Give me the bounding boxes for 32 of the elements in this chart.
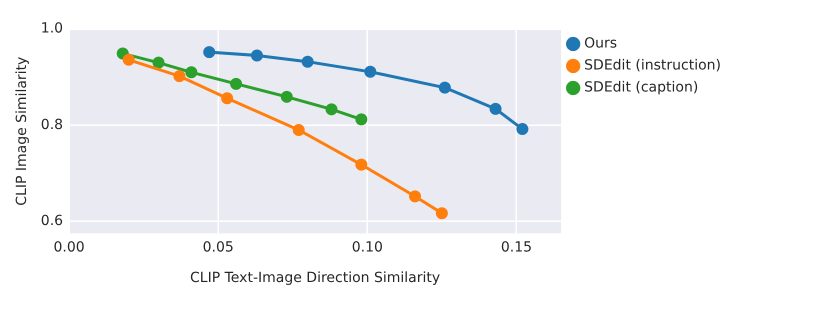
point [490,102,502,115]
x-tick-label: 0.15 [500,239,532,256]
point [122,54,135,66]
legend-label: Ours [584,36,618,52]
point [409,190,422,202]
point [436,207,448,220]
x-tick-label: 0.00 [53,239,85,256]
legend-label: SDEdit (caption) [584,80,698,96]
y-axis-title: CLIP Image Similarity [14,56,30,206]
point [516,123,528,136]
point [355,113,368,126]
legend-label: SDEdit (instruction) [584,58,721,74]
y-tick-label: 1.0 [40,20,64,37]
x-tick-label: 0.10 [352,239,383,256]
point [438,82,451,94]
x-axis-title: CLIP Text-Image Direction Similarity [190,270,440,286]
point [355,158,368,171]
point [292,124,305,136]
y-tick-label: 0.8 [40,116,64,133]
point [230,78,242,90]
point [364,66,376,78]
x-tick-label: 0.05 [202,239,234,256]
point [173,70,186,82]
point [326,103,338,116]
point [185,66,198,78]
point [302,56,314,68]
y-tick-label: 0.6 [40,213,64,230]
point [250,49,263,62]
point [280,90,293,103]
point [221,92,234,104]
point [203,46,216,58]
point [152,56,165,69]
